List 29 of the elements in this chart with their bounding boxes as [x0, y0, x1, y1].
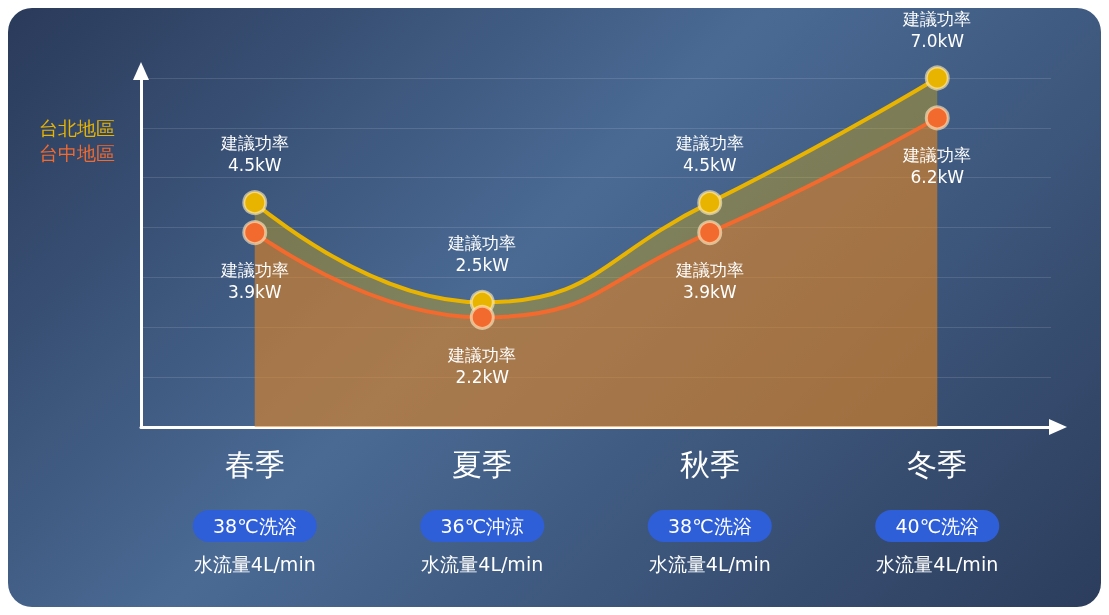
- x-tick-label: 秋季: [679, 446, 740, 482]
- data-label: 建議功率 2.2kW: [447, 344, 517, 387]
- text: 38℃洗浴: [212, 515, 297, 537]
- data-label: 建議功率 4.5kW: [674, 133, 744, 176]
- data-label: 建議功率 3.9kW: [674, 260, 744, 303]
- point: [697, 190, 723, 216]
- point: [469, 304, 495, 330]
- data-label: 建議功率 3.9kW: [219, 260, 289, 303]
- data-label: 建議功率 2.5kW: [447, 232, 517, 275]
- point: [697, 220, 723, 246]
- text: 水流量4L/min: [648, 553, 771, 575]
- point: [242, 220, 268, 246]
- x-tick-label: 春季: [224, 446, 285, 482]
- text: 台北地區: [39, 116, 115, 139]
- text: 40℃洗浴: [895, 515, 980, 537]
- data-label: 建議功率 4.5kW: [219, 133, 289, 176]
- x-tick-label: 夏季: [452, 446, 513, 482]
- x-tick-label: 冬季: [907, 446, 968, 482]
- text: 水流量4L/min: [193, 553, 316, 575]
- point: [924, 105, 950, 131]
- text: 水流量4L/min: [421, 553, 544, 575]
- text: 水流量4L/min: [876, 553, 999, 575]
- point: [924, 65, 950, 91]
- text: 38℃洗浴: [667, 515, 752, 537]
- data-label: 建議功率 6.2kW: [902, 145, 972, 188]
- text: 台中地區: [39, 141, 115, 164]
- text: 36℃沖涼: [440, 515, 525, 537]
- data-label: 建議功率 7.0kW: [902, 8, 972, 51]
- point: [242, 190, 268, 216]
